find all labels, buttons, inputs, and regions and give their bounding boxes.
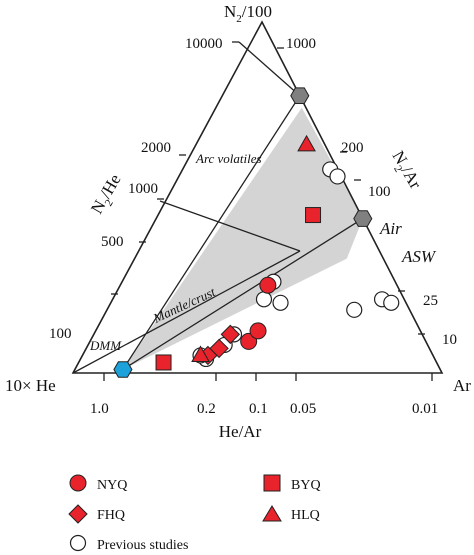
bottom-tick-label: 0.1 [249,401,268,417]
guide-lines [72,41,364,374]
legend-previous-marker [69,534,87,552]
legend-fhq-label: FHQ [97,508,125,523]
nyq-point [259,276,277,294]
left-tick-label: 1000 [128,181,158,197]
fhq-point [220,324,241,345]
previous-studies-point [272,294,289,311]
asw-label: ASW [401,247,437,266]
legend-previous-label: Previous studies [97,538,188,553]
right-tick-label: 100 [368,184,391,200]
right-tick-label: 200 [341,140,364,156]
left-tick-label: 2000 [141,140,171,156]
legend-byq-marker [263,474,281,492]
bottom-tick-label: 0.2 [197,401,216,417]
left-tick-label: 100 [49,326,72,342]
mantle-asw-mixing-line [122,218,364,371]
previous-studies-point [329,168,346,185]
legend: NYQ BYQ FHQ HLQ Previous studies [68,474,321,553]
legend-fhq-marker [68,504,88,524]
nyq-point [249,322,267,340]
left-tick-label: 500 [101,234,124,250]
arc-volatile-line [238,41,301,97]
mantle-air-mixing-line [122,95,301,370]
right-tick-label: 25 [423,293,438,309]
legend-hlq-marker [262,505,282,522]
vertex-left-label: 10× He [5,376,56,395]
hlq-point [191,345,210,362]
arc-volatiles-label: Arc volatiles [195,151,262,166]
dmm-endmember-marker [113,361,133,378]
dmm-label: DMM [89,338,122,353]
left-tick-label: 10000 [185,36,223,52]
bottom-tick-label: 1.0 [90,401,109,417]
previous-studies-point [346,301,363,318]
left-axis-title: N2/He [87,171,128,219]
right-tick-label: 10 [442,332,457,348]
legend-nyq-label: NYQ [97,478,127,493]
data-points [113,87,400,378]
ternary-frame [71,20,444,374]
byq-point [155,354,172,371]
vertex-right-label: Ar [453,376,471,395]
asw-endmember-marker [353,210,373,227]
air-endmember-marker [290,87,310,104]
legend-nyq-marker [69,474,87,492]
right-tick-label: 1000 [286,36,316,52]
byq-point [305,207,322,224]
vertex-top-label: N2/100 [224,2,272,25]
bottom-tick-label: 0.05 [290,401,316,417]
legend-byq-label: BYQ [291,478,321,493]
arc-line-upper [159,200,301,252]
previous-studies-point [383,294,400,311]
previous-studies-point [255,291,273,308]
air-label: Air [379,219,402,238]
bottom-axis-title: He/Ar [219,422,262,441]
bottom-tick-label: 0.01 [412,401,438,417]
hlq-point [297,134,316,152]
tick-marks [103,41,433,381]
fhq-point [209,338,229,359]
mixing-field [122,107,363,370]
legend-hlq-label: HLQ [291,508,320,523]
arc-line-lower [72,250,301,374]
right-axis-title: N2/Ar [385,148,425,195]
